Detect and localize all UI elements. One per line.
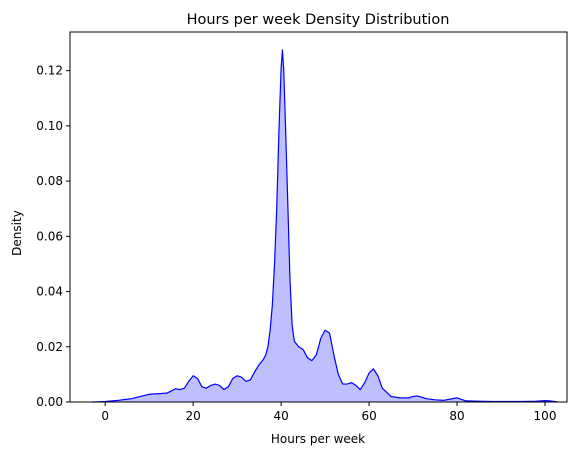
x-tick-label: 20: [186, 409, 201, 423]
x-tick-label: 60: [361, 409, 376, 423]
y-tick-label: 0.04: [36, 285, 63, 299]
y-tick-label: 0.00: [36, 395, 63, 409]
y-tick-label: 0.12: [36, 64, 63, 78]
x-tick-label: 0: [101, 409, 109, 423]
y-axis-label: Density: [10, 210, 24, 256]
x-tick-label: 40: [273, 409, 288, 423]
y-tick-label: 0.10: [36, 119, 63, 133]
x-tick-label: 80: [449, 409, 464, 423]
plot-frame: [69, 31, 568, 403]
chart-title: Hours per week Density Distribution: [187, 12, 450, 28]
plot-area: [91, 49, 559, 403]
y-tick-label: 0.08: [36, 174, 63, 188]
y-tick-label: 0.06: [36, 229, 63, 243]
density-fill: [91, 49, 559, 402]
y-tick-label: 0.02: [36, 340, 63, 354]
x-axis: 0 20 40 60 80 100: [101, 402, 556, 423]
x-tick-label: 100: [534, 409, 557, 423]
y-axis: 0.00 0.02 0.04 0.06 0.08 0.10 0.12: [36, 64, 70, 409]
x-axis-label: Hours per week: [271, 432, 365, 446]
density-line: [91, 49, 559, 403]
